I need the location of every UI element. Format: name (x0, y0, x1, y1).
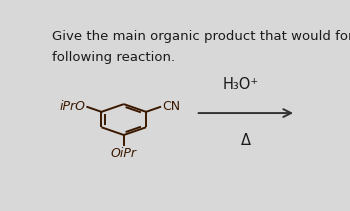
Text: H₃O⁺: H₃O⁺ (222, 77, 258, 92)
Text: Δ: Δ (241, 133, 251, 147)
Text: OiPr: OiPr (111, 147, 137, 160)
Text: iPrO: iPrO (60, 100, 85, 113)
Text: Give the main organic product that would form after the: Give the main organic product that would… (52, 30, 350, 43)
Text: following reaction.: following reaction. (52, 51, 175, 64)
Text: CN: CN (162, 100, 180, 113)
